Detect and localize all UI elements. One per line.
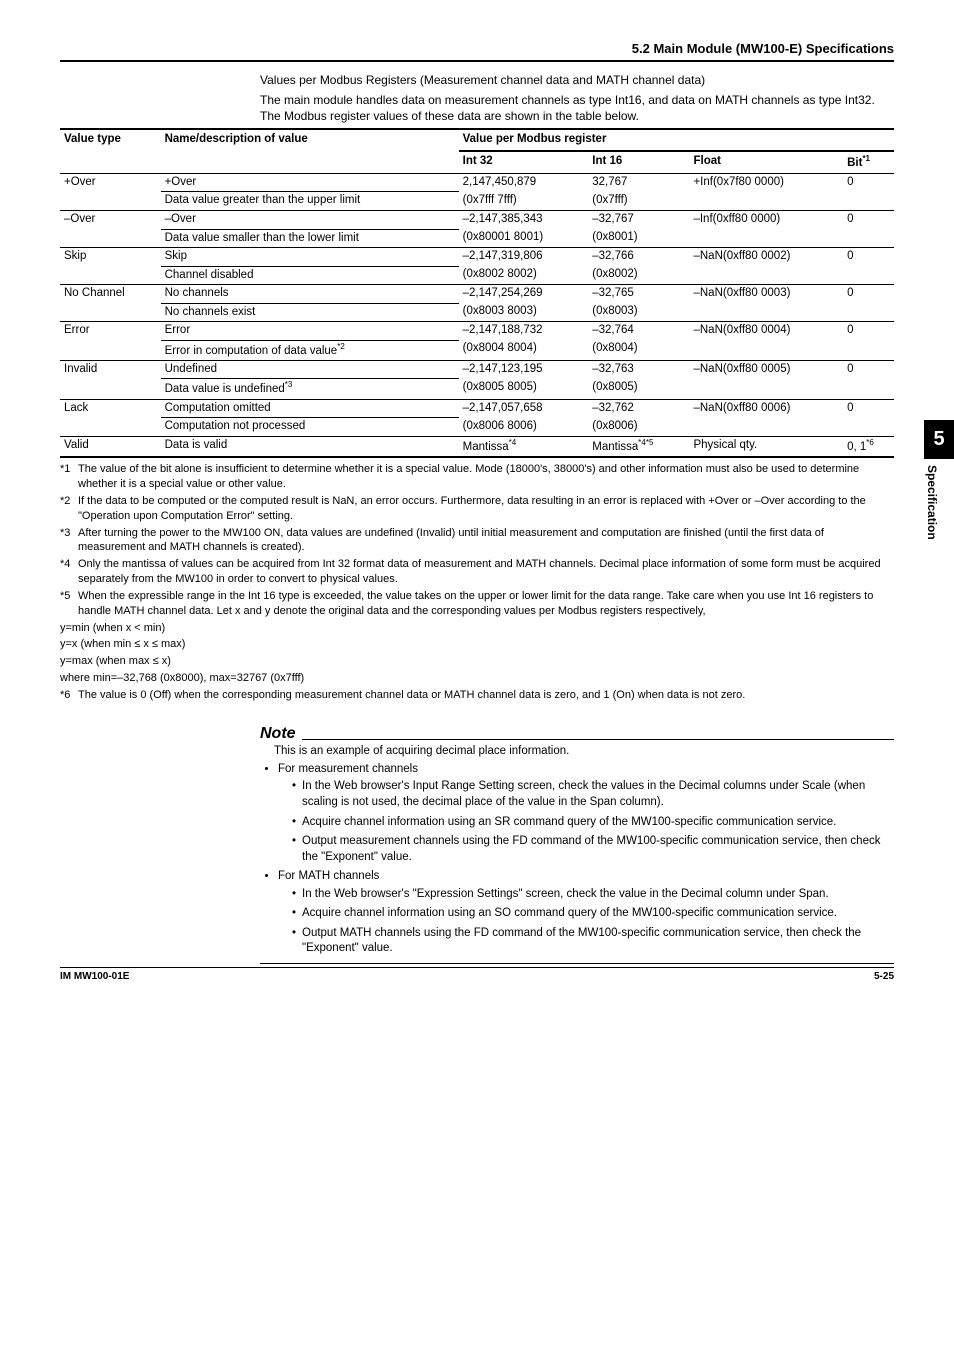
- cell-i32b: (0x80001 8001): [459, 229, 589, 248]
- footer-right: 5-25: [874, 970, 894, 984]
- cell-d2: Channel disabled: [161, 266, 459, 285]
- cell-i32a: Mantissa*4: [459, 436, 589, 457]
- cell-flt: –NaN(0xff80 0005): [689, 360, 843, 399]
- cell-i16b: (0x7fff): [588, 192, 689, 211]
- cell-i16b: (0x8003): [588, 303, 689, 322]
- cell-i32b: (0x8003 8003): [459, 303, 589, 322]
- cell-d2: No channels exist: [161, 303, 459, 322]
- cell-vt: No Channel: [60, 285, 161, 322]
- chapter-label: Specification: [924, 465, 940, 540]
- cell-i32b: (0x8005 8005): [459, 379, 589, 399]
- th-int32: Int 32: [459, 151, 589, 174]
- note-g1b: Acquire channel information using an SR …: [292, 815, 894, 831]
- cell-d1: Data is valid: [161, 436, 459, 457]
- cell-d1: Error: [161, 322, 459, 341]
- note-g1: For measurement channels: [278, 763, 418, 775]
- cell-bit: 0: [843, 285, 894, 322]
- note-g2a: In the Web browser's "Expression Setting…: [292, 887, 894, 903]
- chapter-number: 5: [924, 420, 954, 459]
- cell-i32b: (0x8004 8004): [459, 340, 589, 360]
- cell-d1: +Over: [161, 173, 459, 192]
- cell-i16b: (0x8001): [588, 229, 689, 248]
- th-bit: Bit*1: [843, 151, 894, 174]
- cell-i32a: –2,147,254,269: [459, 285, 589, 304]
- cell-i32a: –2,147,057,658: [459, 399, 589, 418]
- th-value-type: Value type: [60, 129, 161, 173]
- cell-i32b: (0x7fff 7fff): [459, 192, 589, 211]
- note-g1c: Output measurement channels using the FD…: [292, 834, 894, 865]
- cell-i32a: –2,147,319,806: [459, 248, 589, 267]
- cell-d2: Data value is undefined*3: [161, 379, 459, 399]
- cell-i16b: (0x8002): [588, 266, 689, 285]
- cell-d1: Computation omitted: [161, 399, 459, 418]
- cell-i32a: –2,147,123,195: [459, 360, 589, 379]
- cell-flt: –NaN(0xff80 0003): [689, 285, 843, 322]
- note-g2c: Output MATH channels using the FD comman…: [292, 926, 894, 957]
- cell-flt: –NaN(0xff80 0006): [689, 399, 843, 436]
- cell-bit: 0: [843, 399, 894, 436]
- cell-bit: 0: [843, 360, 894, 399]
- cell-d1: No channels: [161, 285, 459, 304]
- cell-d1: Undefined: [161, 360, 459, 379]
- th-name: Name/description of value: [161, 129, 459, 173]
- cell-i32a: –2,147,188,732: [459, 322, 589, 341]
- side-tab: 5 Specification: [924, 420, 954, 540]
- footnotes: *1The value of the bit alone is insuffic…: [60, 462, 894, 703]
- footer-left: IM MW100-01E: [60, 970, 129, 984]
- note-g1a: In the Web browser's Input Range Setting…: [292, 779, 894, 810]
- cell-d2: Error in computation of data value*2: [161, 340, 459, 360]
- cell-vt: +Over: [60, 173, 161, 210]
- cell-vt: Invalid: [60, 360, 161, 399]
- intro-paragraph-1: Values per Modbus Registers (Measurement…: [260, 72, 894, 88]
- note-g2: For MATH channels: [278, 870, 379, 882]
- modbus-table: Value type Name/description of value Val…: [60, 128, 894, 458]
- cell-vt: –Over: [60, 211, 161, 248]
- cell-i16a: –32,764: [588, 322, 689, 341]
- intro-paragraph-2: The main module handles data on measurem…: [260, 92, 894, 124]
- th-vpr: Value per Modbus register: [459, 129, 894, 151]
- cell-bit: 0: [843, 211, 894, 248]
- cell-vt: Valid: [60, 436, 161, 457]
- cell-d2: Data value smaller than the lower limit: [161, 229, 459, 248]
- cell-i16a: –32,766: [588, 248, 689, 267]
- cell-i16a: –32,762: [588, 399, 689, 418]
- note-title: Note: [260, 723, 302, 745]
- cell-bit: 0, 1*6: [843, 436, 894, 457]
- cell-bit: 0: [843, 322, 894, 361]
- cell-vt: Lack: [60, 399, 161, 436]
- cell-d2: Data value greater than the upper limit: [161, 192, 459, 211]
- cell-i16b: (0x8004): [588, 340, 689, 360]
- cell-vt: Skip: [60, 248, 161, 285]
- cell-flt: +Inf(0x7f80 0000): [689, 173, 843, 210]
- cell-d1: –Over: [161, 211, 459, 230]
- section-header: 5.2 Main Module (MW100-E) Specifications: [60, 40, 894, 62]
- cell-i16a: Mantissa*4*5: [588, 436, 689, 457]
- cell-i16a: –32,765: [588, 285, 689, 304]
- cell-i16b: (0x8005): [588, 379, 689, 399]
- cell-i16b: (0x8006): [588, 418, 689, 437]
- cell-d1: Skip: [161, 248, 459, 267]
- cell-bit: 0: [843, 173, 894, 210]
- cell-flt: –Inf(0xff80 0000): [689, 211, 843, 248]
- cell-flt: –NaN(0xff80 0002): [689, 248, 843, 285]
- cell-bit: 0: [843, 248, 894, 285]
- cell-i32a: –2,147,385,343: [459, 211, 589, 230]
- cell-i32b: (0x8006 8006): [459, 418, 589, 437]
- cell-d2: Computation not processed: [161, 418, 459, 437]
- page-footer: IM MW100-01E 5-25: [60, 967, 894, 984]
- cell-flt: Physical qty.: [689, 436, 843, 457]
- cell-i16a: –32,767: [588, 211, 689, 230]
- cell-i32b: (0x8002 8002): [459, 266, 589, 285]
- th-int16: Int 16: [588, 151, 689, 174]
- cell-i16a: –32,763: [588, 360, 689, 379]
- note-intro: This is an example of acquiring decimal …: [260, 744, 894, 760]
- cell-i32a: 2,147,450,879: [459, 173, 589, 192]
- cell-i16a: 32,767: [588, 173, 689, 192]
- note-block: Note This is an example of acquiring dec…: [260, 723, 894, 964]
- cell-vt: Error: [60, 322, 161, 361]
- th-float: Float: [689, 151, 843, 174]
- cell-flt: –NaN(0xff80 0004): [689, 322, 843, 361]
- note-g2b: Acquire channel information using an SO …: [292, 906, 894, 922]
